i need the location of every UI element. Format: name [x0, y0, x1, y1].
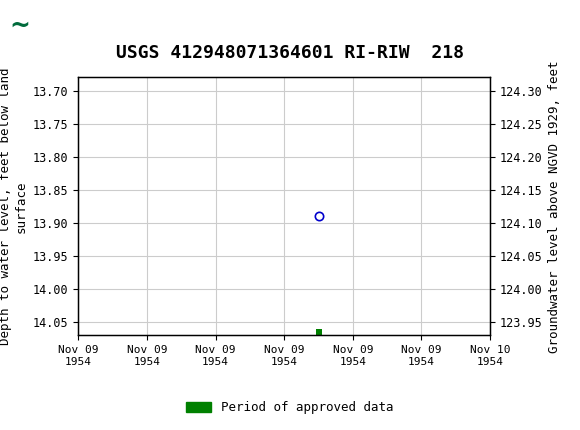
Y-axis label: Groundwater level above NGVD 1929, feet: Groundwater level above NGVD 1929, feet	[548, 60, 561, 353]
FancyBboxPatch shape	[3, 5, 35, 46]
Y-axis label: Depth to water level, feet below land
surface: Depth to water level, feet below land su…	[0, 68, 27, 345]
Text: USGS: USGS	[12, 16, 71, 35]
Text: ~: ~	[10, 14, 31, 38]
Text: USGS 412948071364601 RI-RIW  218: USGS 412948071364601 RI-RIW 218	[116, 44, 464, 62]
Legend: Period of approved data: Period of approved data	[181, 396, 399, 419]
